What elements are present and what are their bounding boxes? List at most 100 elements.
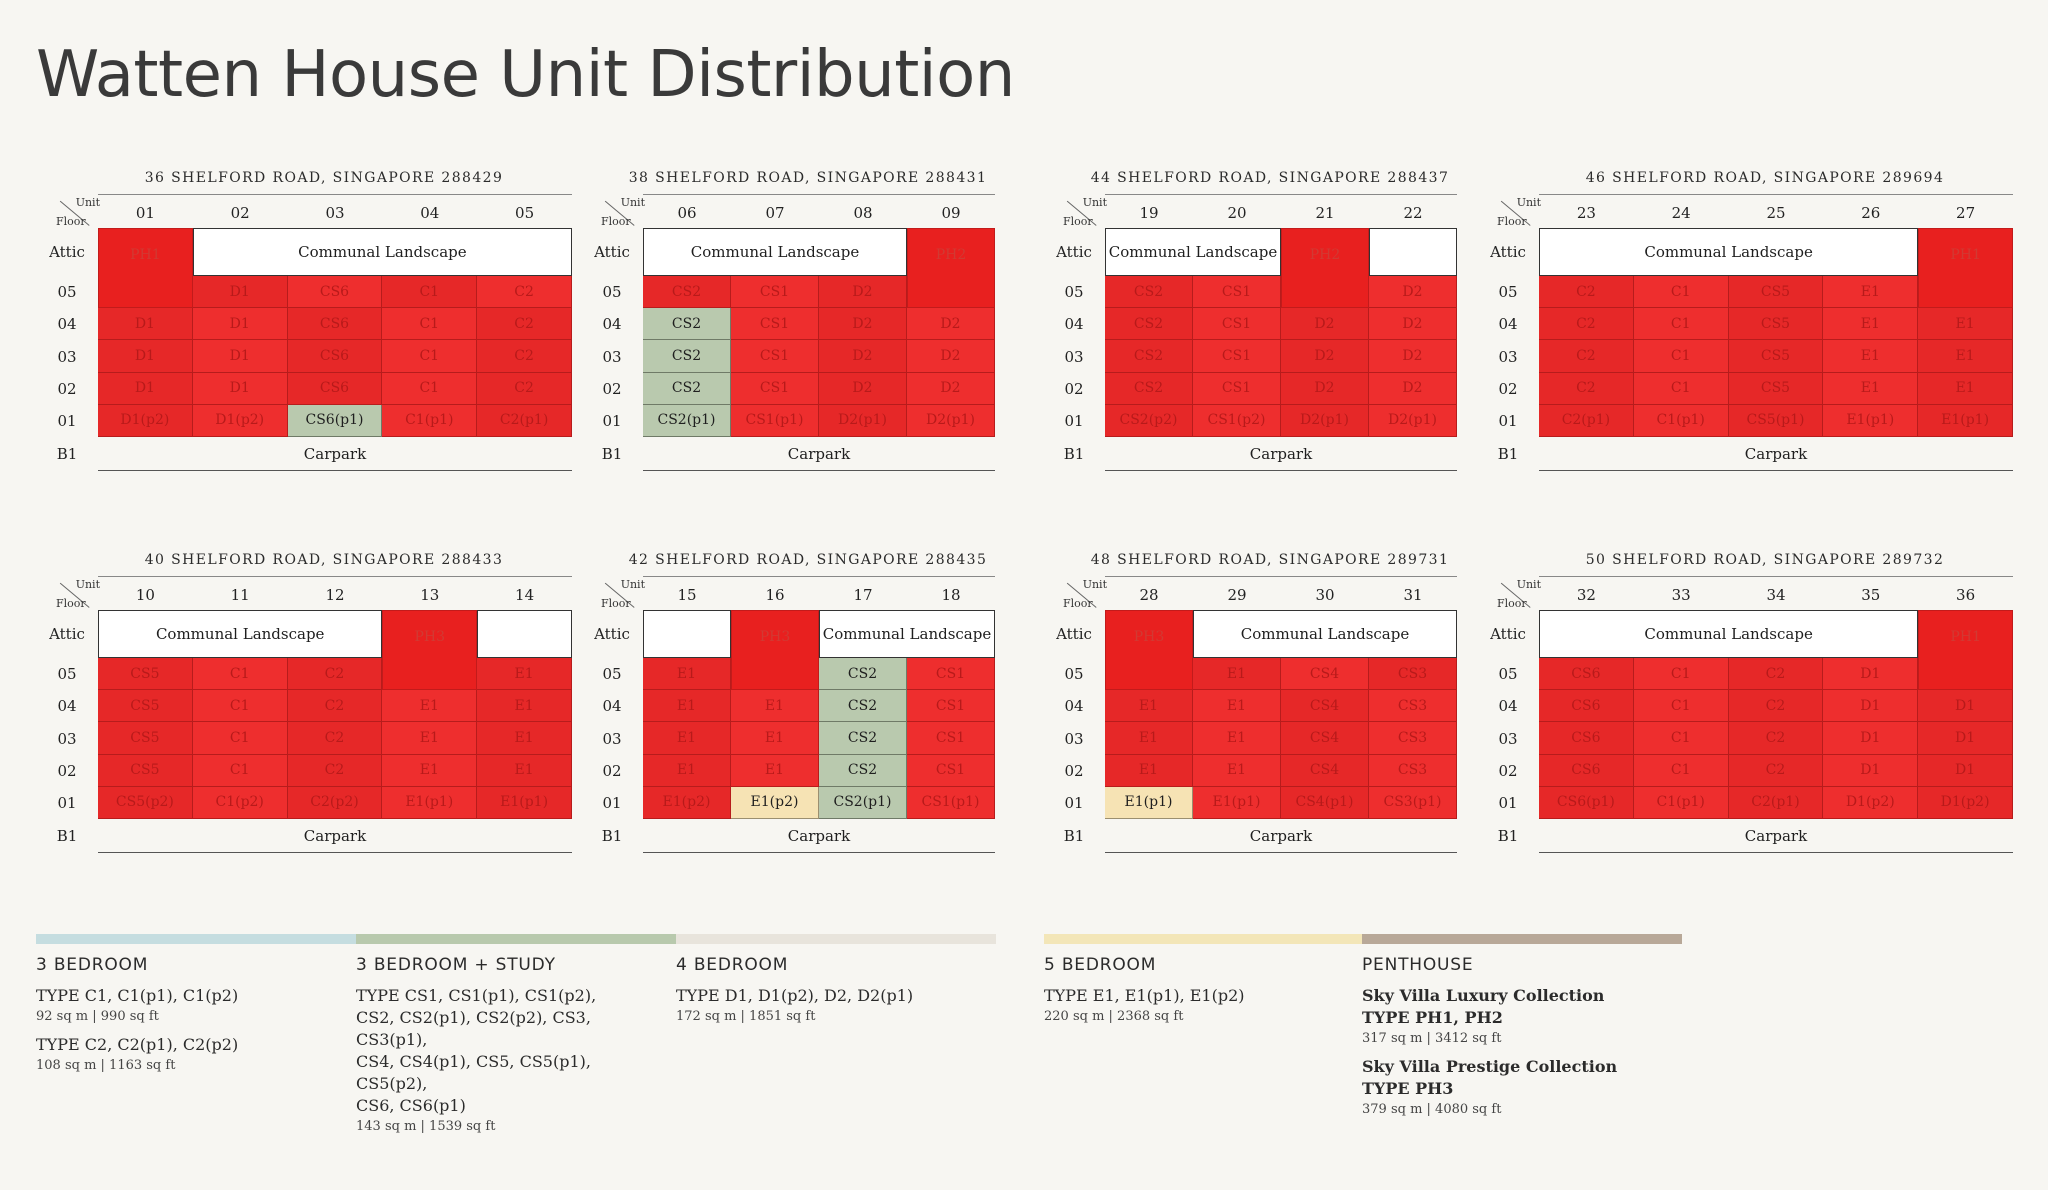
unit-cell: CS1: [1193, 308, 1281, 341]
unit-number: 01: [135, 204, 155, 222]
unit-cell: C1(p1): [382, 404, 478, 437]
floor-label: 01: [57, 411, 77, 430]
unit-cell: D2(p1): [907, 404, 995, 437]
unit-cell: E1: [1823, 276, 1919, 309]
unit-cell: CS1(p1): [731, 404, 819, 437]
unit-number: 29: [1227, 586, 1247, 604]
unit-cell: CS6: [1539, 722, 1634, 755]
unit-number: 04: [420, 204, 440, 222]
unit-cell: C1(p2): [192, 786, 288, 819]
unit-cell: E1: [382, 722, 478, 755]
unit-cell: CS4: [1281, 690, 1369, 723]
unit-floor-corner: Unit Floor: [1063, 578, 1107, 610]
unit-cell: CS6: [287, 372, 383, 405]
carpark-row: Carpark: [1105, 437, 1457, 471]
unit-cell: CS1(p2): [1193, 404, 1281, 437]
unit-cell: D2: [907, 308, 995, 341]
floor-label: 03: [602, 729, 622, 748]
unit-cell: C2(p1): [477, 404, 572, 437]
floor-label: 03: [1064, 729, 1084, 748]
unit-cell: C1: [192, 658, 288, 691]
legend-heading: 3 BEDROOM + STUDY: [356, 955, 556, 975]
unit-number: 27: [1956, 204, 1976, 222]
unit-cell: D2: [819, 340, 907, 373]
unit-axis-label: Unit: [1082, 196, 1107, 209]
unit-cell: C1: [382, 340, 478, 373]
unit-cell: CS1(p1): [907, 786, 995, 819]
header-rule: [1539, 576, 2013, 577]
legend-type: TYPE CS1, CS1(p1), CS1(p2),: [356, 986, 597, 1005]
unit-grid: PH3 Communal Landscape E1 CS4 CS3 E1 E1 CS4 CS3 E…: [1105, 610, 1457, 822]
penthouse-cell: PH1: [1918, 610, 2013, 691]
block-address: 40 SHELFORD ROAD, SINGAPORE 288433: [144, 552, 504, 568]
unit-axis-label: Unit: [75, 578, 100, 591]
unit-cell: C2: [477, 372, 572, 405]
legend-penthouse: PENTHOUSE Sky Villa Luxury Collection TY…: [1362, 955, 1672, 1127]
communal-landscape-cell: Communal Landscape: [1539, 228, 1919, 276]
floor-label: 05: [602, 283, 622, 302]
legend-bar-5-bedroom: [1044, 934, 1362, 944]
unit-grid: Communal Landscape PH1 CS6 C1 C2 D1 CS6 C1 C2 D1 D…: [1539, 610, 2013, 822]
unit-cell: C1: [1633, 754, 1729, 787]
floor-label: 01: [1498, 793, 1518, 812]
unit-cell: CS1: [907, 690, 995, 723]
unit-cell: D2: [1369, 340, 1457, 373]
unit-cell: E1(p1): [1105, 786, 1193, 819]
floor-axis-label: Floor: [56, 597, 86, 610]
unit-cell: C2: [477, 340, 572, 373]
unit-cell: D2: [907, 340, 995, 373]
floor-label: 03: [602, 347, 622, 366]
unit-cell: C1: [1633, 308, 1729, 341]
unit-number: 30: [1315, 586, 1335, 604]
unit-cell: C2(p2): [287, 786, 383, 819]
legend-size: 92 sq m | 990 sq ft: [36, 1009, 159, 1024]
unit-cell: E1: [731, 722, 819, 755]
unit-number: 10: [135, 586, 155, 604]
unit-numbers: 01 02 03 04 05: [98, 204, 572, 224]
unit-cell: CS5: [98, 690, 193, 723]
block-address: 42 SHELFORD ROAD, SINGAPORE 288435: [628, 552, 988, 568]
unit-cell: D2: [1369, 276, 1457, 309]
floor-axis-label: Floor: [56, 215, 86, 228]
communal-landscape-cell: Communal Landscape: [1105, 228, 1281, 276]
floor-label: 03: [57, 347, 77, 366]
legend-type: CS2, CS2(p1), CS2(p2), CS3, CS3(p1),: [356, 1008, 591, 1049]
communal-landscape-cell: Communal Landscape: [643, 228, 907, 276]
floor-label: 01: [602, 793, 622, 812]
legend-5-bedroom: 5 BEDROOM TYPE E1, E1(p1), E1(p2) 220 sq…: [1044, 955, 1354, 1034]
legend-collection: Sky Villa Prestige Collection: [1362, 1057, 1618, 1076]
unit-cell: C2: [1728, 754, 1824, 787]
unit-numbers: 10 11 12 13 14: [98, 586, 572, 606]
unit-number: 32: [1576, 586, 1596, 604]
page-title: Watten House Unit Distribution: [36, 38, 1015, 112]
carpark-row: Carpark: [1539, 819, 2013, 853]
floor-label: 04: [1498, 315, 1518, 334]
unit-cell: E1: [643, 754, 731, 787]
unit-cell: E1(p1): [382, 786, 478, 819]
unit-cell: CS5: [1728, 340, 1824, 373]
communal-landscape-cell: Communal Landscape: [819, 610, 995, 658]
floor-label: 04: [1498, 697, 1518, 716]
legend-size: 143 sq m | 1539 sq ft: [356, 1119, 496, 1134]
floor-label: 01: [1498, 411, 1518, 430]
block-address: 38 SHELFORD ROAD, SINGAPORE 288431: [628, 170, 988, 186]
floor-label: 02: [1064, 379, 1084, 398]
unit-cell: D1: [98, 308, 193, 341]
unit-cell: CS6: [1539, 690, 1634, 723]
unit-cell: D1: [192, 308, 288, 341]
unit-cell: CS2(p1): [819, 786, 907, 819]
unit-cell: C2: [287, 658, 383, 691]
unit-number: 34: [1766, 586, 1786, 604]
unit-cell: CS5: [98, 754, 193, 787]
building-block: 42 SHELFORD ROAD, SINGAPORE 288435 Unit Fl…: [581, 552, 995, 872]
unit-cell: E1: [477, 722, 572, 755]
communal-landscape-cell: [643, 610, 731, 658]
unit-grid: PH1 Communal Landscape D1 CS6 C1 C2 D1 D1 CS6 C1 C…: [98, 228, 572, 440]
header-rule: [643, 194, 995, 195]
unit-cell: CS1: [907, 722, 995, 755]
legend-bar-penthouse: [1362, 934, 1682, 944]
floor-label: 01: [1064, 411, 1084, 430]
unit-cell: CS2: [643, 372, 731, 405]
unit-cell: E1: [477, 658, 572, 691]
legend-type: CS6, CS6(p1): [356, 1096, 466, 1115]
